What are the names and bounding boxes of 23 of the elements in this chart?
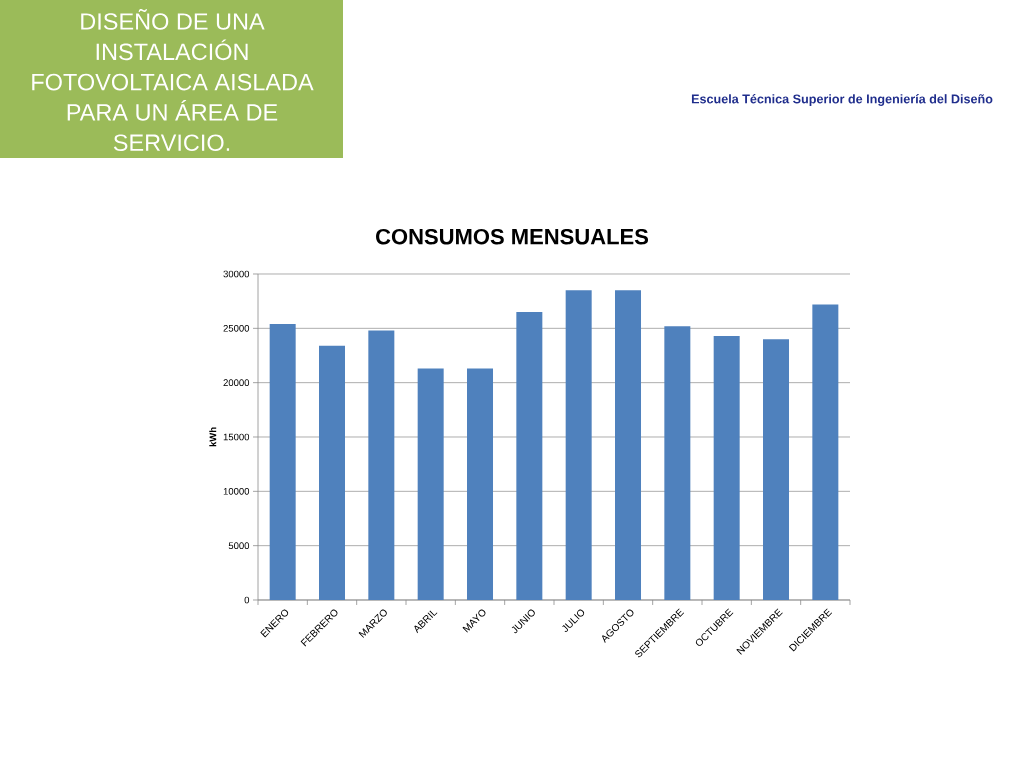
bar (417, 368, 444, 600)
bar (763, 339, 790, 600)
bar (615, 290, 642, 600)
y-tick-label: 10000 (223, 487, 250, 495)
bar (664, 326, 691, 600)
bar (269, 323, 296, 600)
bar (368, 330, 395, 600)
bar (467, 368, 494, 600)
chart-title: CONSUMOS MENSUALES (376, 228, 649, 245)
y-tick-label: 5000 (228, 542, 250, 550)
y-axis-title: kWh (209, 427, 217, 447)
bar (713, 335, 740, 600)
bar (812, 304, 839, 600)
y-tick-label: 0 (244, 596, 250, 604)
bar (516, 312, 543, 600)
bar (319, 345, 346, 600)
y-tick-label: 15000 (223, 433, 250, 441)
y-tick-label: 30000 (223, 270, 250, 278)
y-tick-label: 20000 (223, 379, 250, 387)
text: DISEÑO DE UNA INSTALACIÓN FOTOVOLTAICA AISLADA PARA UN ÁREA DE SERVICIO. (32, 8, 314, 152)
text: Escuela Técnica Superior de Ingeniería del Diseño (691, 94, 993, 106)
y-tick-label: 25000 (223, 324, 250, 332)
bar (565, 290, 592, 600)
